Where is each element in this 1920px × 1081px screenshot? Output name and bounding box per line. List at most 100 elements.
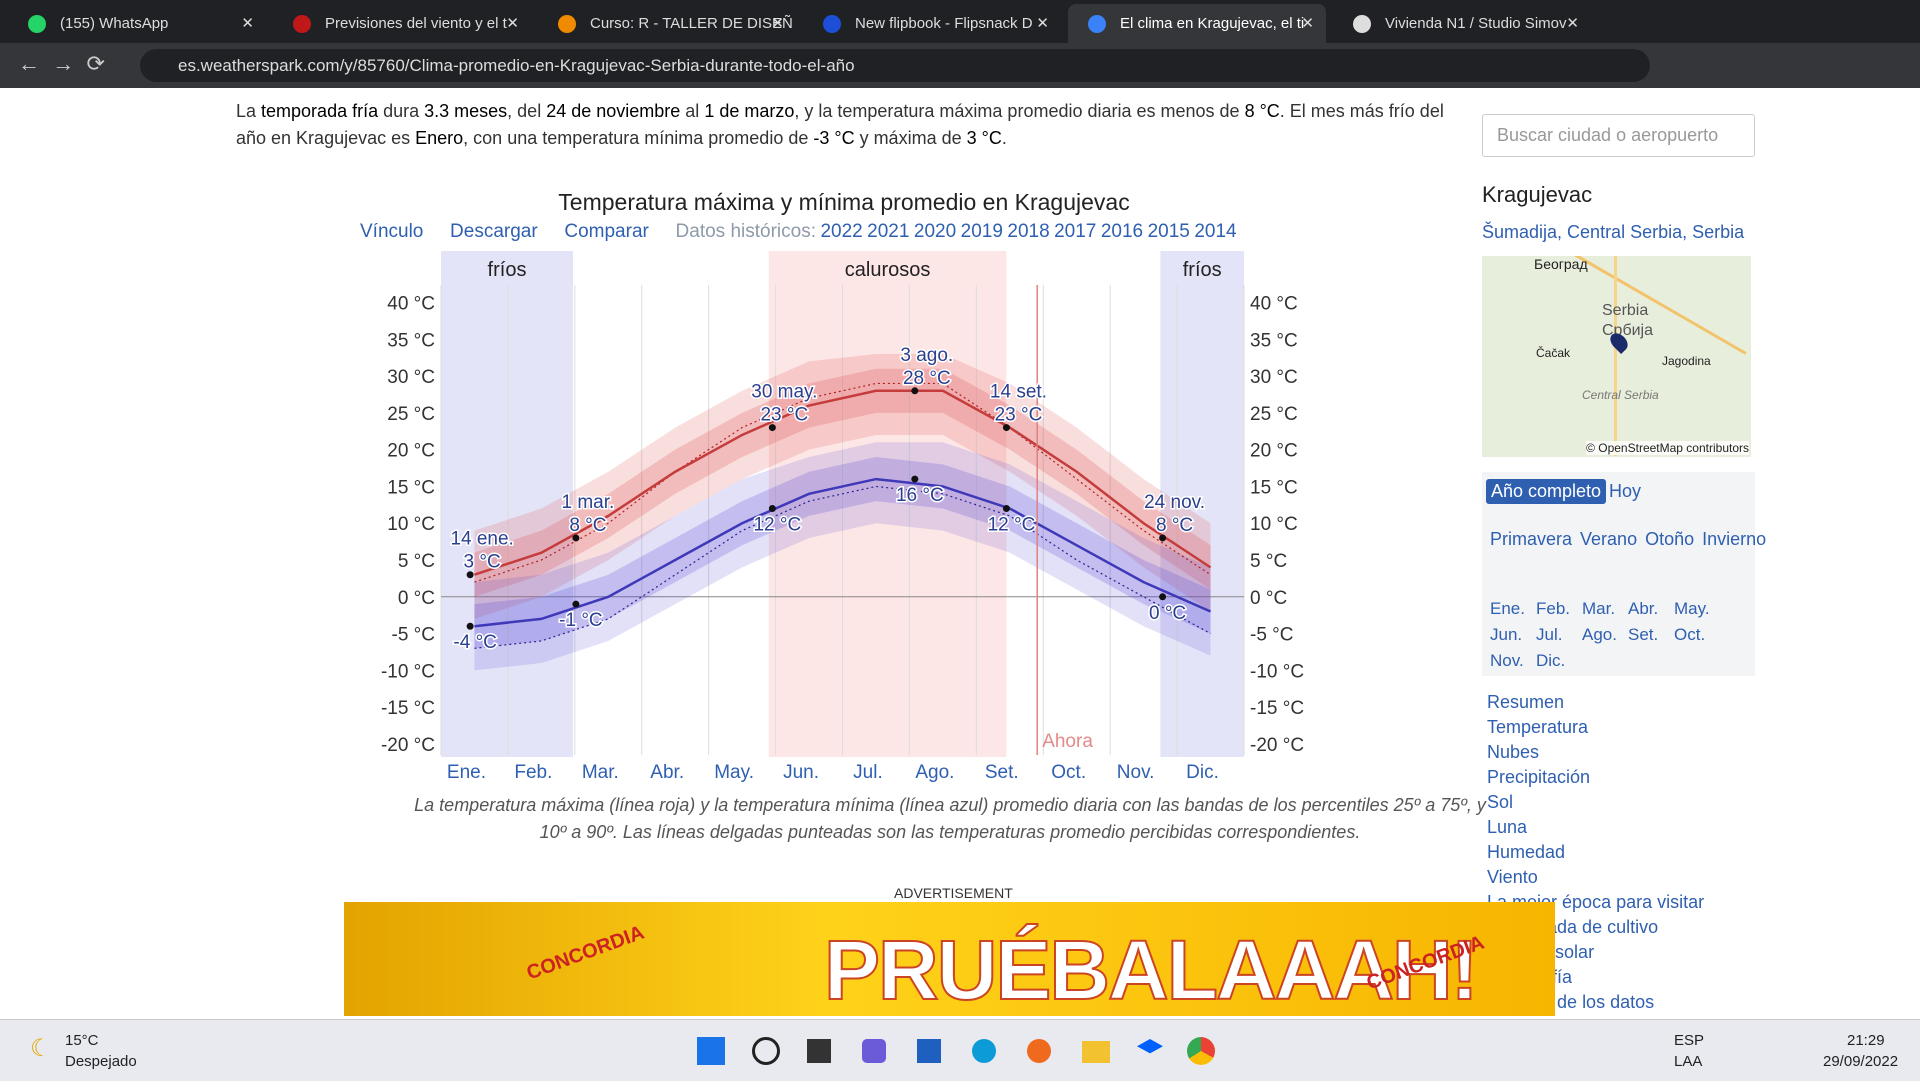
compare[interactable]: Comparar [564, 221, 649, 242]
month-link[interactable]: Jul. [1536, 625, 1563, 644]
nav-buttons[interactable]: ← → ⟳ [18, 51, 105, 76]
nav-link[interactable]: Luna [1487, 817, 1528, 837]
tab-close[interactable]: ✕ [1566, 15, 1579, 32]
nav-link[interactable]: Resumen [1487, 692, 1565, 712]
season-label: calurosos [845, 259, 931, 281]
tab-close[interactable]: ✕ [241, 15, 254, 32]
lang[interactable]: ESP [1674, 1032, 1705, 1049]
app[interactable] [972, 1039, 996, 1063]
season-link[interactable]: Otoño [1645, 529, 1695, 549]
month-link[interactable]: Dic. [1536, 651, 1566, 670]
layout[interactable]: LAA [1674, 1053, 1703, 1070]
x-tick-label: Dic. [1186, 762, 1219, 783]
app[interactable] [1027, 1039, 1051, 1063]
intro-text: La temporada fría dura 3.3 meses, del 24… [236, 98, 1451, 152]
region[interactable]: Šumadija, Central Serbia, Serbia [1482, 222, 1745, 242]
min-point [911, 475, 919, 483]
season-link[interactable]: Primavera [1490, 529, 1573, 549]
app[interactable] [1187, 1037, 1215, 1065]
month-link[interactable]: Jun. [1490, 625, 1523, 644]
month-link[interactable]: Ago. [1582, 625, 1617, 644]
tab[interactable]: Previsiones del viento y el t ✕ [273, 4, 531, 43]
annotation-max: 3 °C [464, 552, 501, 573]
nav-link[interactable]: Sol [1487, 792, 1514, 812]
today-link[interactable]: Hoy [1609, 481, 1642, 501]
tab-icon [823, 15, 841, 33]
time-panel [1482, 472, 1755, 676]
x-tick-label: Mar. [582, 762, 619, 783]
map-label: Čačak [1536, 346, 1571, 360]
time[interactable]: 21:29 [1847, 1032, 1885, 1049]
annotation-max: 28 °C [903, 368, 951, 389]
app[interactable] [807, 1039, 831, 1063]
intro-segment: 24 de noviembre [546, 101, 681, 121]
y-tick-label: 5 °C [398, 551, 435, 572]
year-link[interactable]: 2017 [1054, 221, 1097, 242]
year-link[interactable]: 2021 [867, 221, 910, 242]
tab[interactable]: Curso: R - TALLER DE DISEÑ ✕ [538, 4, 796, 43]
tab-close[interactable]: ✕ [1301, 15, 1314, 32]
year-link[interactable]: 2022 [820, 221, 863, 242]
y2-tick-label: 10 °C [1250, 514, 1298, 535]
month-link[interactable]: Abr. [1628, 599, 1659, 618]
nav-link[interactable]: Temperatura [1487, 717, 1589, 737]
nav-link[interactable]: Nubes [1487, 742, 1540, 762]
year-link[interactable]: 2015 [1147, 221, 1190, 242]
tab[interactable]: (155) WhatsApp ✕ [8, 4, 266, 43]
month-link[interactable]: Oct. [1674, 625, 1706, 644]
year-link[interactable]: 2014 [1194, 221, 1237, 242]
annotation-min: 12 °C [988, 515, 1036, 536]
y2-tick-label: -5 °C [1250, 625, 1294, 646]
nav-link[interactable]: Precipitación [1487, 767, 1591, 787]
year-link[interactable]: 2016 [1100, 221, 1144, 242]
month-link[interactable]: Nov. [1490, 651, 1524, 670]
nav-link[interactable]: Humedad [1487, 842, 1566, 862]
chart-title: Temperatura máxima y mínima promedio en … [558, 189, 1129, 215]
month-link[interactable]: Ene. [1490, 599, 1525, 618]
full-year-button[interactable]: Año completo [1486, 479, 1607, 504]
tab-icon [1353, 15, 1371, 33]
app[interactable] [1082, 1041, 1110, 1063]
tab-close[interactable]: ✕ [771, 15, 784, 32]
max-point [768, 424, 776, 432]
tab-close[interactable]: ✕ [1036, 15, 1049, 32]
y-tick-label: -5 °C [392, 625, 436, 646]
y-tick-label: 40 °C [387, 294, 435, 315]
nav-link[interactable]: Viento [1487, 867, 1538, 887]
map-credit: © OpenStreetMap contributors [1586, 441, 1749, 455]
y-tick-label: -10 °C [381, 661, 435, 682]
search-box[interactable]: Buscar ciudad o aeropuerto [1482, 114, 1755, 157]
caption: La temperatura máxima (línea roja) y la … [414, 795, 1486, 842]
app[interactable] [862, 1039, 886, 1063]
year-link[interactable]: 2020 [913, 221, 957, 242]
season-link[interactable]: Verano [1580, 529, 1638, 549]
annotation-date: 3 ago. [900, 345, 953, 366]
annotation-max: 23 °C [760, 405, 808, 426]
app[interactable] [917, 1039, 941, 1063]
tab-close[interactable]: ✕ [506, 15, 519, 32]
month-link[interactable]: Set. [1628, 625, 1659, 644]
link[interactable]: Vínculo [360, 221, 424, 242]
tab[interactable]: El clima en Kragujevac, el ti ✕ [1068, 4, 1326, 43]
tab[interactable]: New flipbook - Flipsnack D ✕ [803, 4, 1061, 43]
search-button[interactable] [752, 1037, 780, 1065]
year-link[interactable]: 2018 [1007, 221, 1050, 242]
advertisement[interactable]: PRUÉBALAAAH! CONCORDIA CONCORDIA [344, 902, 1555, 1016]
address-bar[interactable]: es.weatherspark.com/y/85760/Clima-promed… [140, 49, 1650, 82]
month-link[interactable]: Feb. [1536, 599, 1571, 618]
x-tick-label: Oct. [1051, 762, 1086, 783]
month-link[interactable]: Mar. [1582, 599, 1616, 618]
month-link[interactable]: May. [1674, 599, 1710, 618]
app[interactable] [1137, 1039, 1163, 1054]
taskbar-apps[interactable] [697, 1035, 1217, 1067]
date[interactable]: 29/09/2022 [1823, 1053, 1899, 1070]
intro-segment: y máxima de [854, 128, 967, 148]
download[interactable]: Descargar [450, 221, 538, 242]
season-link[interactable]: Invierno [1702, 529, 1767, 549]
year-link[interactable]: 2019 [960, 221, 1003, 242]
tab[interactable]: Vivienda N1 / Studio Simov ✕ [1333, 4, 1591, 43]
min-point [1159, 593, 1167, 601]
start-button[interactable] [697, 1037, 725, 1065]
feels-like-line [474, 485, 1211, 649]
y-tick-label: 0 °C [398, 588, 435, 609]
